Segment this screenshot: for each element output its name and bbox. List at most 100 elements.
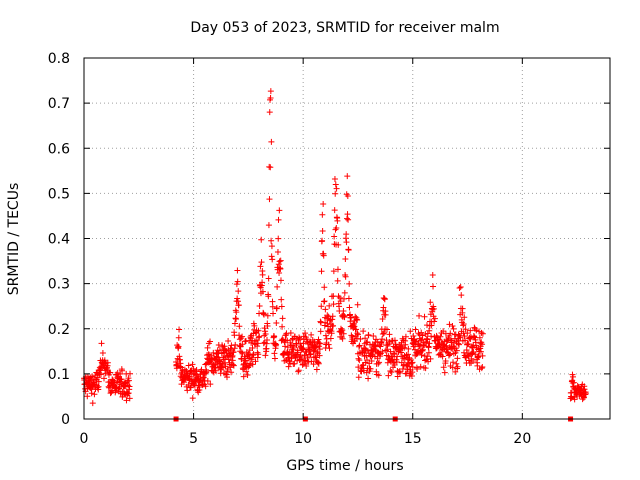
- data-point: [265, 275, 272, 282]
- data-point: [390, 350, 397, 357]
- data-point: [479, 364, 486, 371]
- data-point: [279, 315, 286, 322]
- data-point: [453, 347, 460, 354]
- data-point: [409, 369, 416, 376]
- data-point: [410, 333, 417, 340]
- data-point: [450, 325, 457, 332]
- data-point: [356, 343, 363, 350]
- data-point: [184, 387, 191, 394]
- data-point: [425, 344, 432, 351]
- data-point: [293, 341, 300, 348]
- data-point: [278, 303, 285, 310]
- data-point: [245, 355, 252, 362]
- data-point: [225, 338, 232, 345]
- data-point: [239, 341, 246, 348]
- data-point: [428, 333, 435, 340]
- data-point: [258, 236, 265, 243]
- data-point: [319, 228, 326, 235]
- data-point: [341, 314, 348, 321]
- x-tick-label: 20: [513, 431, 531, 447]
- data-point: [458, 292, 465, 299]
- data-point: [354, 316, 361, 323]
- data-point: [185, 362, 192, 369]
- data-point: [279, 323, 286, 330]
- data-point: [276, 207, 283, 214]
- data-point: [313, 366, 320, 373]
- data-point: [379, 348, 386, 355]
- x-tick-label: 0: [80, 431, 89, 447]
- data-point: [270, 310, 277, 317]
- data-point: [457, 334, 464, 341]
- data-point: [339, 335, 346, 342]
- data-point: [326, 302, 333, 309]
- data-point: [470, 358, 477, 365]
- data-point: [396, 369, 403, 376]
- data-point: [317, 340, 324, 347]
- data-point: [315, 336, 322, 343]
- data-point: [227, 364, 234, 371]
- data-point: [322, 332, 329, 339]
- data-point: [322, 306, 329, 313]
- data-point: [276, 258, 283, 265]
- data-point: [207, 338, 214, 345]
- data-point: [346, 280, 353, 287]
- data-point: [430, 305, 437, 312]
- data-point: [571, 396, 578, 403]
- data-point: [276, 269, 283, 276]
- data-point: [354, 331, 361, 338]
- data-point: [477, 348, 484, 355]
- data-point: [271, 333, 278, 340]
- data-point: [387, 368, 394, 374]
- data-point: [422, 357, 429, 364]
- data-point: [377, 353, 384, 360]
- data-point: [265, 222, 272, 229]
- data-point: [331, 175, 338, 182]
- data-point: [248, 354, 255, 361]
- data-point: [386, 331, 393, 338]
- data-point: [407, 328, 414, 335]
- data-point: [273, 341, 280, 348]
- data-point: [380, 304, 387, 311]
- data-point: [191, 381, 198, 388]
- data-point: [417, 337, 424, 344]
- data-point: [222, 347, 229, 354]
- data-point: [375, 372, 382, 379]
- data-point: [377, 343, 384, 350]
- data-point: [405, 345, 412, 352]
- data-point: [364, 338, 371, 345]
- data-point: [365, 332, 372, 339]
- grid: [84, 58, 610, 419]
- data-point: [363, 369, 370, 376]
- data-point: [269, 303, 276, 310]
- data-point: [295, 337, 302, 344]
- data-point: [385, 372, 392, 379]
- data-point: [422, 365, 429, 372]
- data-point: [271, 355, 278, 362]
- data-point: [252, 358, 259, 365]
- data-point: [256, 333, 263, 340]
- data-point: [234, 295, 241, 302]
- data-point: [329, 316, 336, 323]
- ticks: 0 5 10 15 20 0 0.1 0.2 0.3 0.4 0.5 0.6 0.7 0.8: [48, 51, 610, 447]
- data-point: [355, 374, 362, 381]
- data-point: [341, 289, 348, 296]
- data-point: [362, 335, 369, 342]
- data-point: [454, 363, 461, 370]
- data-point: [255, 327, 262, 334]
- data-point: [437, 333, 444, 340]
- data-point: [356, 357, 363, 364]
- data-point: [342, 273, 349, 280]
- data-point: [431, 318, 438, 325]
- data-point: [263, 345, 270, 352]
- data-point: [221, 343, 228, 350]
- y-tick-label: 0.5: [48, 186, 70, 202]
- data-point: [249, 361, 256, 368]
- data-point: [328, 330, 335, 337]
- data-point: [321, 284, 328, 291]
- data-point: [409, 364, 416, 371]
- data-point: [200, 374, 207, 381]
- data-point: [324, 312, 331, 319]
- data-point: [344, 211, 351, 218]
- data-point: [436, 336, 443, 343]
